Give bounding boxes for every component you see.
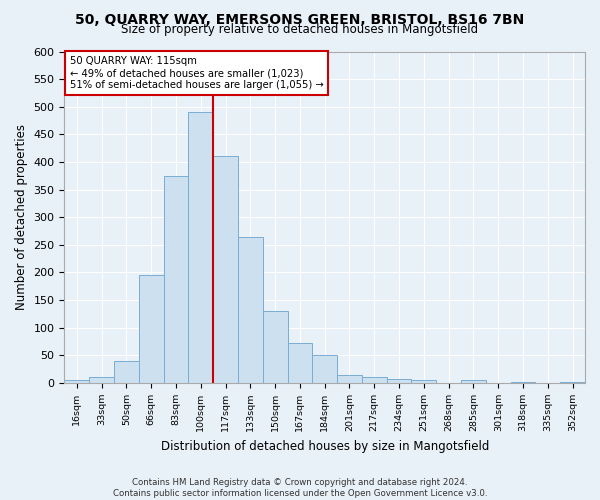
Text: Contains HM Land Registry data © Crown copyright and database right 2024.
Contai: Contains HM Land Registry data © Crown c…	[113, 478, 487, 498]
Bar	[461, 380, 486, 383]
Bar	[89, 378, 114, 383]
Text: Size of property relative to detached houses in Mangotsfield: Size of property relative to detached ho…	[121, 22, 479, 36]
Text: 50, QUARRY WAY, EMERSONS GREEN, BRISTOL, BS16 7BN: 50, QUARRY WAY, EMERSONS GREEN, BRISTOL,…	[76, 12, 524, 26]
Bar	[337, 374, 362, 383]
Bar	[139, 275, 164, 383]
Bar	[188, 112, 213, 383]
Bar	[164, 176, 188, 383]
X-axis label: Distribution of detached houses by size in Mangotsfield: Distribution of detached houses by size …	[161, 440, 489, 452]
Bar	[238, 236, 263, 383]
Bar	[560, 382, 585, 383]
Bar	[213, 156, 238, 383]
Bar	[64, 380, 89, 383]
Y-axis label: Number of detached properties: Number of detached properties	[15, 124, 28, 310]
Bar	[263, 311, 287, 383]
Text: 50 QUARRY WAY: 115sqm
← 49% of detached houses are smaller (1,023)
51% of semi-d: 50 QUARRY WAY: 115sqm ← 49% of detached …	[70, 56, 323, 90]
Bar	[386, 378, 412, 383]
Bar	[287, 343, 313, 383]
Bar	[114, 361, 139, 383]
Bar	[313, 356, 337, 383]
Bar	[511, 382, 535, 383]
Bar	[412, 380, 436, 383]
Bar	[362, 378, 386, 383]
